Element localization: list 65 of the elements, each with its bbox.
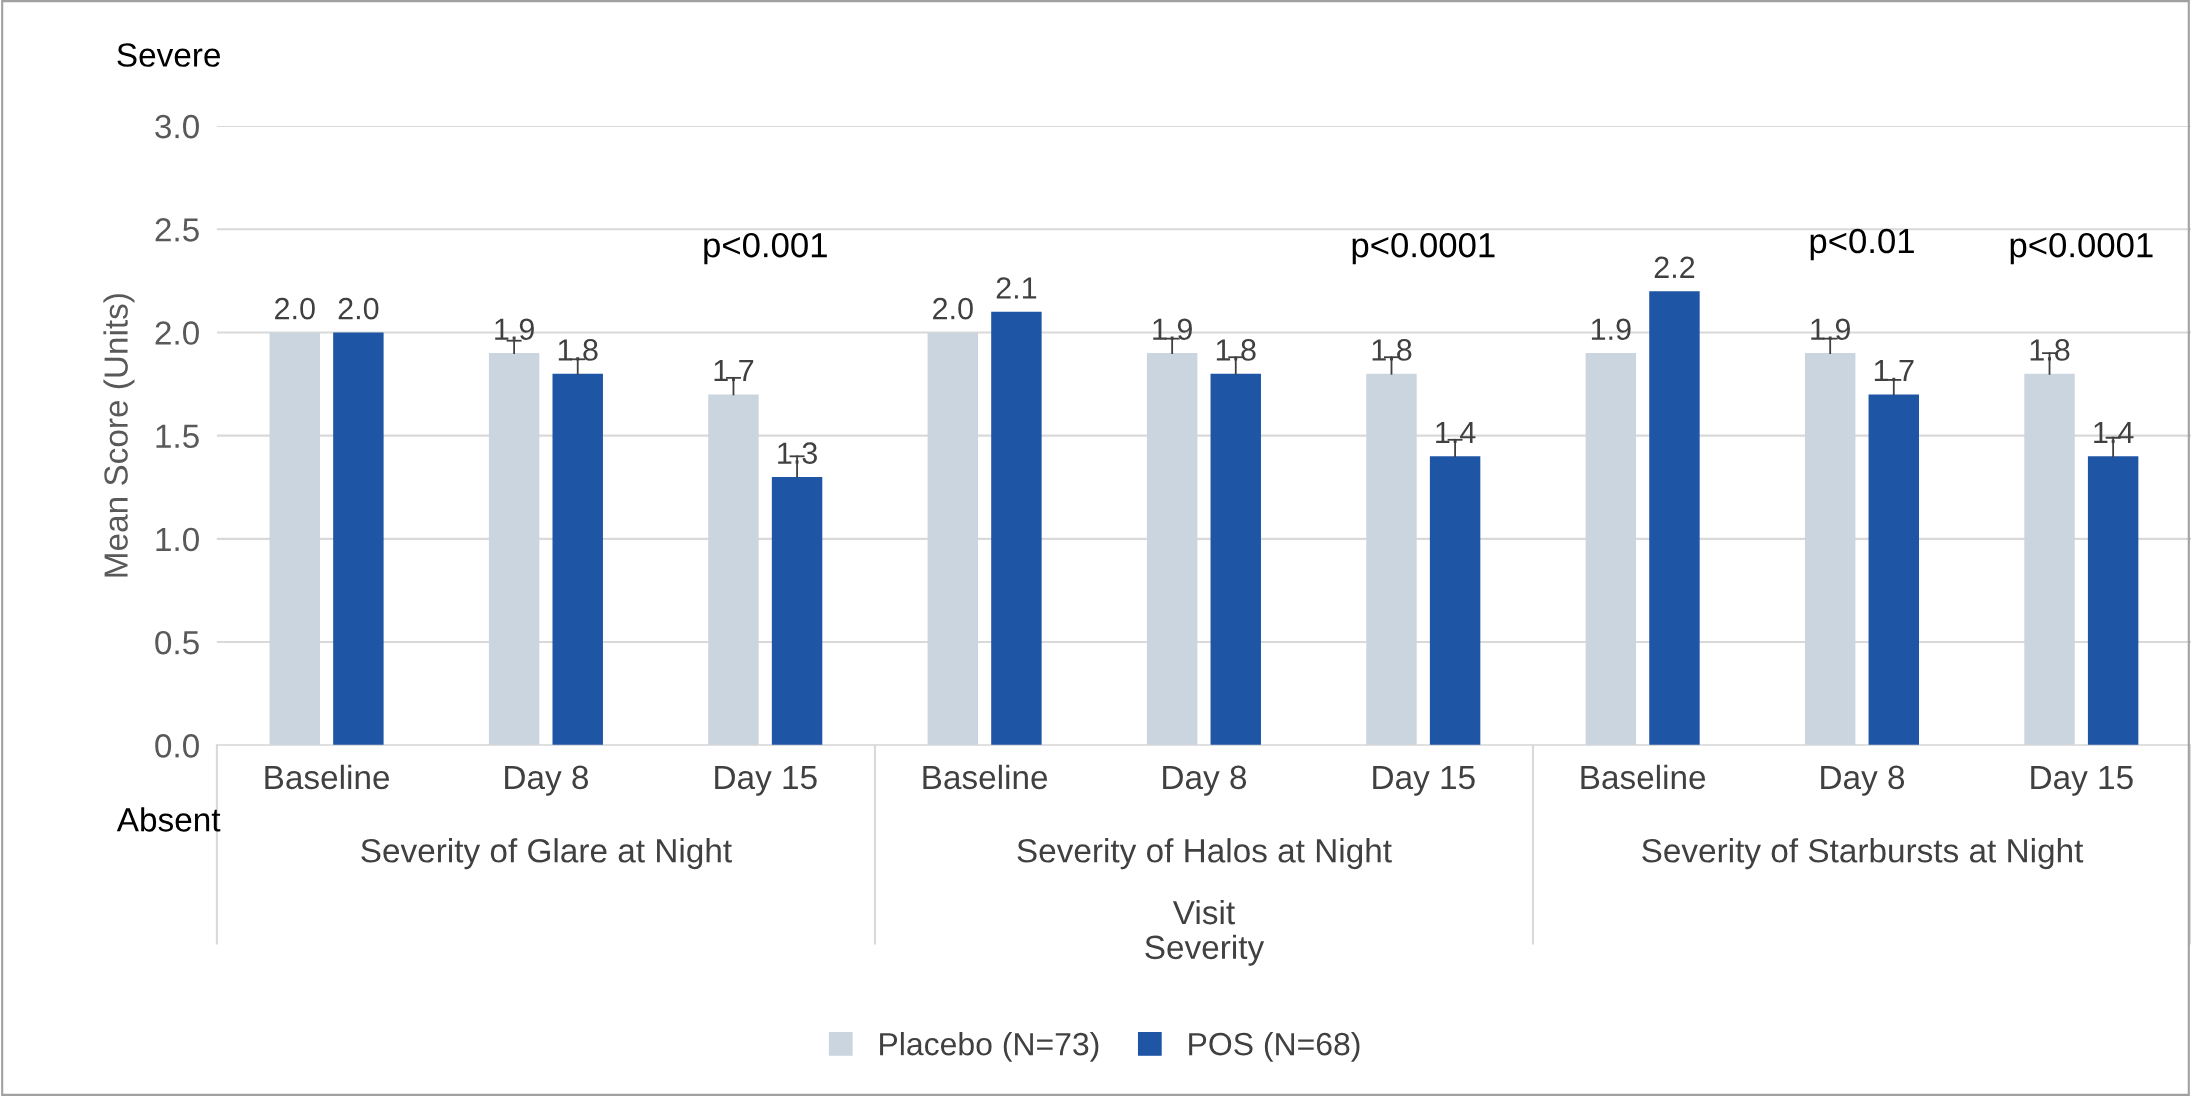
x-tick-label: Day 15	[1373, 765, 1475, 796]
data-label: 2.2	[1654, 256, 1695, 278]
data-label: 1.9	[1153, 318, 1192, 341]
data-label: 1.7	[1874, 360, 1914, 382]
bar	[1146, 353, 1198, 746]
bar	[333, 332, 384, 746]
bar	[2024, 373, 2075, 746]
bar	[2087, 456, 2139, 746]
x-tick-label: Day 8	[505, 765, 589, 796]
bar	[991, 311, 1042, 746]
y-tick-label: 0.5	[155, 630, 199, 655]
data-label: 1.9	[1811, 318, 1850, 341]
x-tick-label: Day 8	[1821, 765, 1905, 796]
text: Severe	[117, 43, 220, 67]
x-tick-label: Baseline	[923, 764, 1048, 790]
data-label: 1.4	[1436, 422, 1476, 444]
y-tick-label: 0.0	[155, 734, 199, 758]
x-tick-label: Baseline	[1581, 764, 1706, 790]
data-label: 1.9	[495, 318, 534, 341]
data-label: 1.4	[2094, 422, 2134, 444]
legend-label: POS (N=68)	[1189, 1031, 1360, 1062]
bar	[488, 353, 540, 746]
bar	[708, 394, 759, 746]
annotation: p<0.0001	[1352, 232, 1495, 265]
legend-label: Placebo (N=73)	[880, 1031, 1099, 1062]
data-label: 2.0	[933, 297, 973, 320]
data-label: 2.0	[275, 297, 315, 320]
x-tick-label: Baseline	[265, 764, 390, 790]
data-label: 1.8	[1372, 339, 1412, 361]
y-tick-label: 1.0	[156, 527, 199, 552]
text: Severity of Glare at Night	[361, 838, 732, 870]
text: Severity of Starbursts at Night	[1642, 838, 2084, 870]
bar	[1210, 373, 1261, 746]
bar	[552, 373, 603, 746]
annotation: p<0.01	[1810, 228, 1914, 261]
y-tick-label: 2.0	[155, 321, 199, 345]
text: Absent	[116, 807, 221, 832]
x-axis-title: Visit Severity	[1145, 899, 1265, 966]
data-label: 2.0	[338, 297, 379, 320]
annotation: p<0.0001	[2010, 232, 2153, 265]
bar	[771, 476, 823, 746]
bar	[1585, 353, 1637, 746]
y-tick-label: 2.5	[155, 218, 199, 242]
bar	[269, 332, 320, 746]
bar	[1868, 394, 1920, 746]
x-tick-label: Day 8	[1163, 765, 1247, 796]
y-tick-label: 1.5	[156, 424, 199, 449]
y-axis-title: Mean Score (Units)	[103, 294, 135, 577]
x-tick-label: Day 15	[715, 765, 817, 796]
data-label: 1.9	[1591, 318, 1631, 341]
data-label: 1.8	[1216, 339, 1256, 361]
bar	[1649, 291, 1700, 746]
annotation: p<0.001	[704, 232, 827, 265]
data-label: 2.1	[996, 277, 1037, 299]
data-label: 1.8	[2030, 339, 2070, 361]
data-label: 1.7	[714, 360, 754, 382]
bar	[1429, 456, 1481, 746]
text: Severity of Halos at Night	[1017, 838, 1392, 870]
bar	[1366, 373, 1417, 746]
data-label: 1.8	[558, 339, 598, 361]
x-tick-label: Day 15	[2031, 765, 2133, 796]
data-label: 1.3	[778, 442, 817, 464]
y-tick-label: 3.0	[155, 114, 199, 139]
bar	[927, 332, 979, 746]
bar	[1804, 353, 1856, 746]
